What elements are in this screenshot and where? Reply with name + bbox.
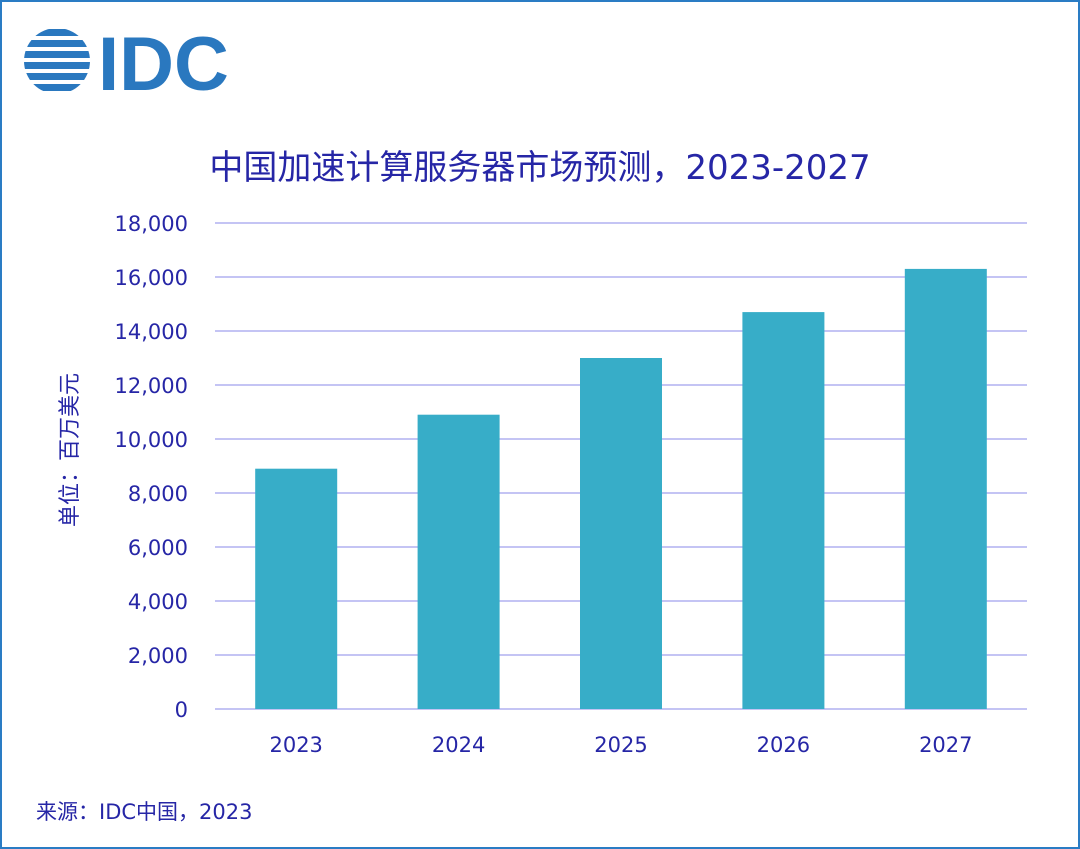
x-tick-label: 2026 (757, 733, 810, 757)
y-tick-label: 0 (175, 698, 188, 722)
idc-logo: IDC (24, 22, 254, 107)
chart-title: 中国加速计算服务器市场预测，2023-2027 (209, 148, 871, 188)
bar-2023 (255, 468, 338, 709)
source-note: 来源：IDC中国，2023 (36, 800, 253, 824)
bar-2025 (580, 358, 662, 709)
y-tick-label: 8,000 (128, 482, 188, 506)
x-tick-label: 2025 (594, 733, 647, 757)
x-tick-label: 2023 (269, 733, 322, 757)
y-tick-label: 18,000 (115, 212, 188, 236)
y-tick-label: 2,000 (128, 644, 188, 668)
bar-2027 (904, 268, 987, 709)
y-tick-label: 14,000 (115, 320, 188, 344)
x-tick-label: 2027 (919, 733, 972, 757)
y-tick-label: 16,000 (115, 266, 188, 290)
bar-2024 (417, 414, 500, 709)
logo-text: IDC (98, 26, 229, 96)
bar-2026 (742, 312, 825, 709)
y-tick-label: 6,000 (128, 536, 188, 560)
y-tick-label: 4,000 (128, 590, 188, 614)
y-tick-label: 10,000 (115, 428, 188, 452)
x-tick-label: 2024 (432, 733, 485, 757)
y-tick-label: 12,000 (115, 374, 188, 398)
